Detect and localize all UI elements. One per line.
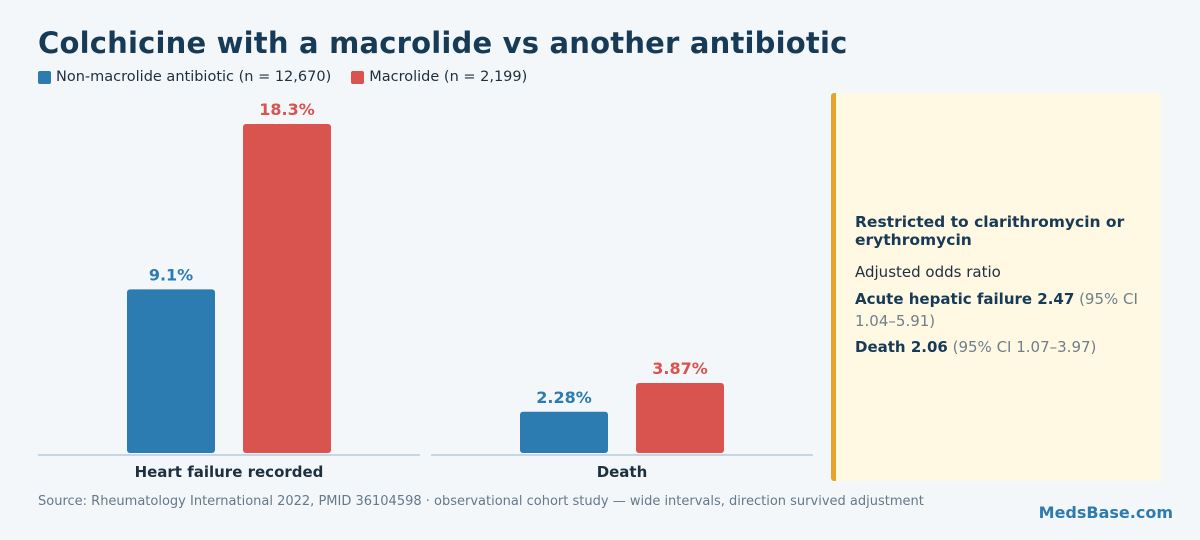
panel-title: Restricted to clarithromycin or erythrom… (855, 212, 1125, 249)
brand-logo[interactable]: MedsBase.com (1038, 503, 1173, 522)
bar-heart-failure-recorded-series-1 (243, 124, 331, 453)
legend-swatch-non-macrolide (38, 70, 51, 84)
panel-line-hepatic: Acute hepatic failure 2.47 (95% CI 1.04–… (855, 288, 1139, 332)
panel-line-hepatic-label: Acute hepatic failure 2.47 (855, 289, 1075, 308)
legend: Non-macrolide antibiotic (n = 12,670) Ma… (38, 69, 527, 85)
panel-line-death-ci: (95% CI 1.07–3.97) (952, 337, 1097, 356)
legend-swatch-macrolide (351, 70, 365, 84)
legend-item-non-macrolide: Non-macrolide antibiotic (n = 12,670) (38, 69, 331, 85)
chart-title: Colchicine with a macrolide vs another a… (38, 26, 848, 60)
panel-line-death-label: Death 2.06 (855, 337, 948, 356)
panel-line-death: Death 2.06 (95% CI 1.07–3.97) (855, 336, 1139, 358)
bar-death-series-0 (520, 411, 608, 453)
category-label-death: Death (597, 463, 648, 481)
category-label-heart-failure-recorded: Heart failure recorded (135, 463, 324, 481)
bar-death-series-1 (636, 383, 724, 453)
data-label-heart-failure-recorded-series-0: 9.1% (149, 265, 193, 284)
data-label-death-series-0: 2.28% (536, 388, 592, 407)
legend-label-macrolide: Macrolide (n = 2,199) (369, 69, 528, 85)
panel-line-hepatic-ci: (95% CI 1.04–5.91) (855, 289, 1138, 330)
data-label-death-series-1: 3.87% (652, 359, 708, 378)
adjusted-odds-panel: Restricted to clarithromycin or erythrom… (831, 93, 1161, 481)
panel-subtitle: Adjusted odds ratio (855, 262, 1001, 281)
source-note: Source: Rheumatology International 2022,… (38, 494, 924, 509)
legend-item-macrolide: Macrolide (n = 2,199) (351, 69, 527, 85)
bar-heart-failure-recorded-series-0 (127, 289, 215, 453)
legend-label-non-macrolide: Non-macrolide antibiotic (n = 12,670) (56, 69, 332, 85)
data-label-heart-failure-recorded-series-1: 18.3% (259, 100, 315, 119)
bar-chart: 9.1% 18.3% Heart failure recorded 2.28% 3.87… (38, 100, 813, 481)
